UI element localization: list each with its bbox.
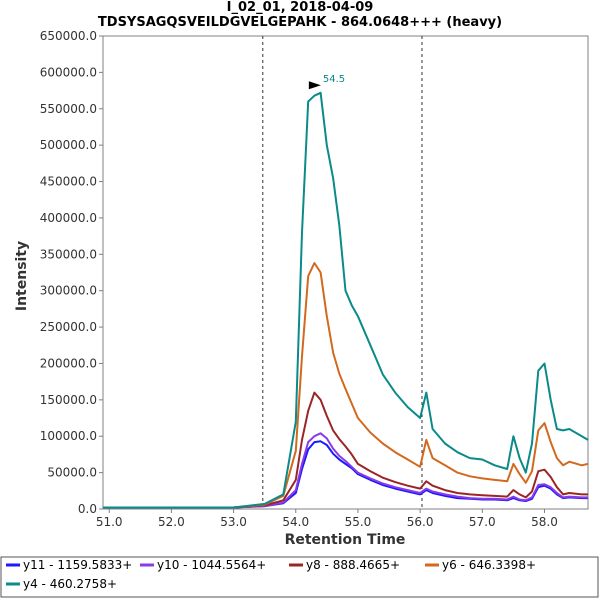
x-axis-title: Retention Time <box>285 532 406 548</box>
legend: y11 - 1159.5833+ y10 - 1044.5564+ y8 - 888… <box>0 556 599 598</box>
x-tick-label: 51.0 <box>96 515 123 529</box>
series-line <box>103 262 589 509</box>
plot-area: 54.5 <box>102 35 589 510</box>
y-tick-label: 500000.0 <box>40 138 97 152</box>
peak-marker-arrow <box>308 81 321 90</box>
y-tick-label: 200000.0 <box>40 356 97 370</box>
series-lines <box>103 91 589 509</box>
series-line <box>103 91 589 509</box>
x-tick-label: 58.0 <box>531 515 558 529</box>
legend-items: y11 - 1159.5833+ y10 - 1044.5564+ y8 - 888… <box>6 558 536 591</box>
integration-boundaries <box>262 36 423 509</box>
legend-label: y6 - 646.3398+ <box>442 558 536 572</box>
legend-label: y11 - 1159.5833+ <box>23 558 132 572</box>
legend-label: y10 - 1044.5564+ <box>157 558 266 572</box>
y-tick-label: 50000.0 <box>47 466 97 480</box>
y-tick-label: 100000.0 <box>40 429 97 443</box>
x-tick-label: 56.0 <box>407 515 434 529</box>
series-line <box>103 440 588 509</box>
y-tick-label: 300000.0 <box>40 284 97 298</box>
y-tick-label: 350000.0 <box>40 247 97 261</box>
x-axis: 51.0 52.0 53.0 54.0 55.0 56.0 57.0 58.0 <box>96 509 558 529</box>
y-tick-label: 550000.0 <box>40 102 97 116</box>
y-axis: 0.0 50000.0 100000.0 150000.0 200000.0 250000… <box>40 29 103 516</box>
x-tick-label: 53.0 <box>220 515 247 529</box>
x-tick-label: 54.0 <box>282 515 309 529</box>
y-tick-label: 250000.0 <box>40 320 97 334</box>
peak-annotation: 54.5 <box>308 74 345 90</box>
series-line <box>103 432 588 509</box>
y-tick-label: 400000.0 <box>40 211 97 225</box>
peak-label: 54.5 <box>323 74 345 85</box>
plot-frame <box>102 35 589 510</box>
legend-frame <box>0 556 599 598</box>
y-tick-label: 600000.0 <box>40 65 97 79</box>
y-tick-label: 150000.0 <box>40 393 97 407</box>
x-tick-label: 57.0 <box>469 515 496 529</box>
legend-label: y8 - 888.4665+ <box>306 558 400 572</box>
y-tick-label: 450000.0 <box>40 175 97 189</box>
legend-label: y4 - 460.2758+ <box>23 577 117 591</box>
chart-subtitle: TDSYSAGQSVEILDGVELGEPAHK - 864.0648+++ (… <box>98 15 502 30</box>
chart-title: I_02_01, 2018-04-09 <box>227 0 374 15</box>
x-tick-label: 52.0 <box>158 515 185 529</box>
y-tick-label: 0.0 <box>78 502 97 516</box>
y-tick-label: 650000.0 <box>40 29 97 43</box>
series-line <box>103 391 588 509</box>
x-tick-label: 55.0 <box>345 515 372 529</box>
y-axis-title: Intensity <box>14 241 30 311</box>
